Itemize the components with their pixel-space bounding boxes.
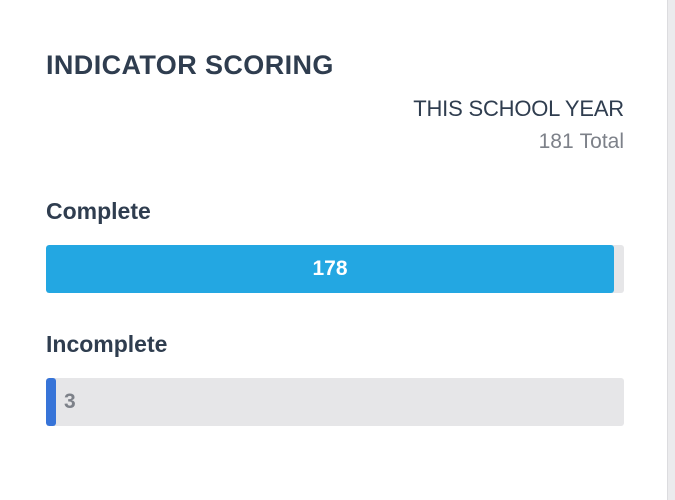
panel-edge <box>667 0 675 500</box>
incomplete-label: Incomplete <box>46 331 168 357</box>
total-label: Total <box>579 130 624 153</box>
card-title: INDICATOR SCORING <box>46 50 334 80</box>
incomplete-count: 3 <box>64 390 76 413</box>
incomplete-progress-bar[interactable]: 3 <box>46 378 624 426</box>
incomplete-progress-fill <box>46 378 56 426</box>
total-count: 181 <box>538 130 574 153</box>
total-summary: 181 Total <box>539 130 624 154</box>
complete-label: Complete <box>46 198 151 224</box>
period-label: THIS SCHOOL YEAR <box>413 96 624 121</box>
complete-progress-fill <box>46 245 614 293</box>
panel-divider <box>667 0 668 500</box>
indicator-scoring-card: INDICATOR SCORING THIS SCHOOL YEAR 181 To… <box>46 0 624 500</box>
complete-progress-bar[interactable]: 178 <box>46 245 624 293</box>
complete-count: 178 <box>312 257 348 280</box>
